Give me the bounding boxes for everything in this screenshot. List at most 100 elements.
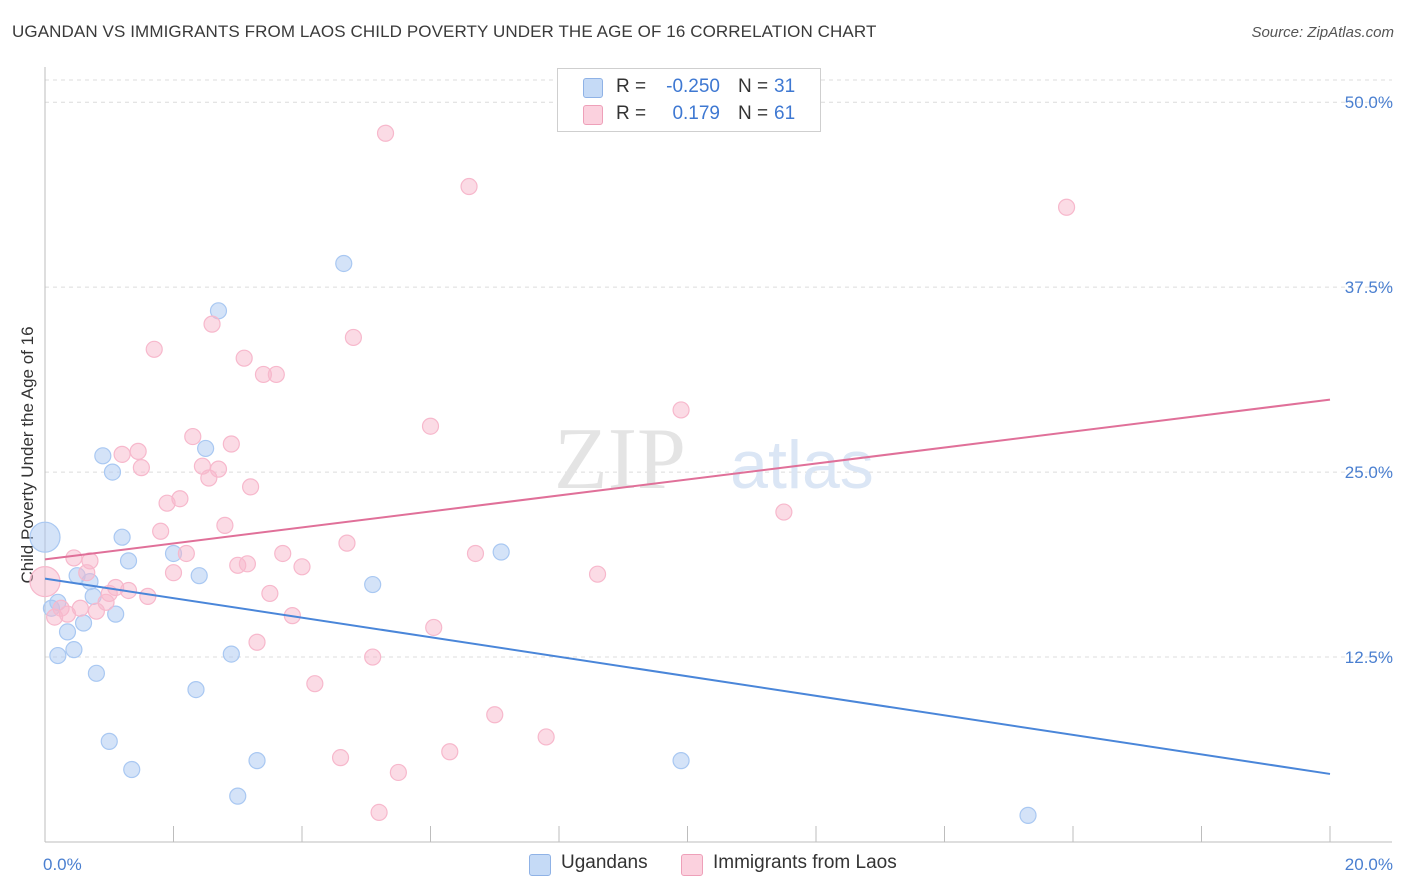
laos-point — [1057, 198, 1076, 216]
laos-point — [235, 349, 253, 367]
laos-point — [203, 315, 221, 333]
laos-point — [389, 763, 407, 782]
legend-swatch-laos — [681, 854, 703, 876]
ugandans-point — [87, 664, 106, 682]
ugandans-point — [1019, 806, 1037, 824]
laos-point — [248, 633, 266, 651]
source-credit: Source: ZipAtlas.com — [1251, 24, 1394, 41]
laos-point — [164, 564, 183, 582]
laos-point — [486, 706, 504, 724]
x-tick-label-max: 20.0% — [1345, 855, 1393, 874]
correlation-legend: R = -0.250 N = 31 R = 0.179 N = 61 — [557, 68, 821, 132]
laos-trend-line — [44, 398, 1331, 561]
laos-point — [306, 675, 324, 693]
laos-point — [242, 478, 260, 496]
series-legend: Ugandans Immigrants from Laos — [0, 852, 1406, 878]
laos-point — [216, 516, 234, 534]
laos-point — [344, 328, 362, 347]
laos-point — [460, 177, 478, 196]
legend-n-label: N = — [738, 103, 769, 124]
laos-point — [267, 365, 285, 384]
laos-point — [364, 648, 382, 666]
x-tick-label-min: 0.0% — [43, 855, 82, 874]
laos-point — [184, 427, 202, 446]
laos-points — [29, 124, 1076, 822]
ugandans-point — [113, 528, 131, 546]
laos-point — [370, 803, 388, 822]
legend-r-value: -0.250 — [666, 76, 720, 97]
laos-point — [29, 565, 61, 598]
laos-point — [113, 445, 131, 463]
ugandans-point — [197, 439, 215, 458]
ugandans-point — [190, 567, 208, 585]
laos-point — [274, 544, 292, 563]
ugandans-point — [187, 680, 205, 699]
ugandans-trend-line — [44, 577, 1331, 775]
legend-r-label: R = — [616, 76, 647, 97]
laos-point — [672, 401, 690, 419]
ugandans-point — [248, 752, 266, 770]
laos-point — [466, 544, 485, 563]
ugandans-point — [74, 614, 93, 632]
trend-lines — [44, 398, 1331, 775]
laos-point — [171, 490, 189, 508]
legend-row-ugandans: R = -0.250 N = 31 — [558, 74, 820, 100]
ugandans-point — [123, 760, 141, 779]
ugandans-point — [103, 463, 122, 481]
legend-n-value: 31 — [774, 76, 796, 97]
laos-point — [177, 544, 195, 563]
laos-point — [132, 459, 150, 477]
ugandans-point — [65, 641, 83, 659]
laos-point — [775, 503, 793, 521]
ugandans-point — [222, 645, 240, 663]
ugandans-point — [29, 521, 61, 553]
legend-label-laos: Immigrants from Laos — [713, 852, 897, 873]
legend-swatch-ugandans — [529, 854, 551, 876]
watermark: ZIP atlas — [554, 411, 874, 508]
ugandans-point — [229, 787, 247, 805]
laos-point — [441, 743, 459, 761]
laos-point — [376, 124, 395, 142]
laos-point — [139, 587, 157, 605]
laos-point — [261, 584, 279, 603]
legend-r-label: R = — [616, 103, 647, 124]
laos-point — [71, 599, 89, 617]
ugandans-point — [49, 646, 67, 665]
laos-point — [238, 555, 256, 573]
laos-point — [293, 558, 311, 576]
laos-point — [65, 549, 83, 567]
legend-row-laos: R = 0.179 N = 61 — [558, 101, 820, 127]
laos-point — [152, 522, 170, 540]
legend-n-label: N = — [738, 76, 769, 97]
ugandans-point — [107, 605, 125, 623]
chart-title: UGANDAN VS IMMIGRANTS FROM LAOS CHILD PO… — [12, 22, 877, 41]
laos-point — [588, 565, 607, 583]
ugandans-points — [29, 254, 1037, 824]
ugandans-point — [58, 623, 77, 641]
laos-point — [129, 442, 147, 460]
laos-point — [425, 618, 443, 637]
y-tick-label: 50.0% — [1345, 93, 1393, 112]
laos-point — [331, 749, 350, 767]
axes — [44, 67, 1392, 843]
ugandans-point — [94, 447, 112, 465]
laos-point — [145, 340, 163, 358]
legend-r-value: 0.179 — [672, 103, 720, 124]
watermark-zip: ZIP — [554, 411, 686, 508]
y-tick-label: 37.5% — [1345, 278, 1393, 297]
ugandans-point — [492, 543, 510, 561]
laos-point — [222, 435, 240, 453]
laos-point — [338, 534, 356, 552]
laos-point — [537, 728, 555, 746]
ugandans-point — [100, 732, 118, 750]
y-tick-label: 25.0% — [1345, 463, 1393, 482]
y-tick-label: 12.5% — [1345, 648, 1393, 667]
legend-label-ugandans: Ugandans — [561, 852, 648, 873]
laos-point — [209, 460, 228, 478]
laos-point — [421, 417, 440, 435]
legend-swatch-ugandans — [583, 78, 603, 98]
legend-n-value: 61 — [774, 103, 796, 124]
ugandans-point — [119, 552, 138, 570]
ugandans-point — [335, 254, 353, 273]
